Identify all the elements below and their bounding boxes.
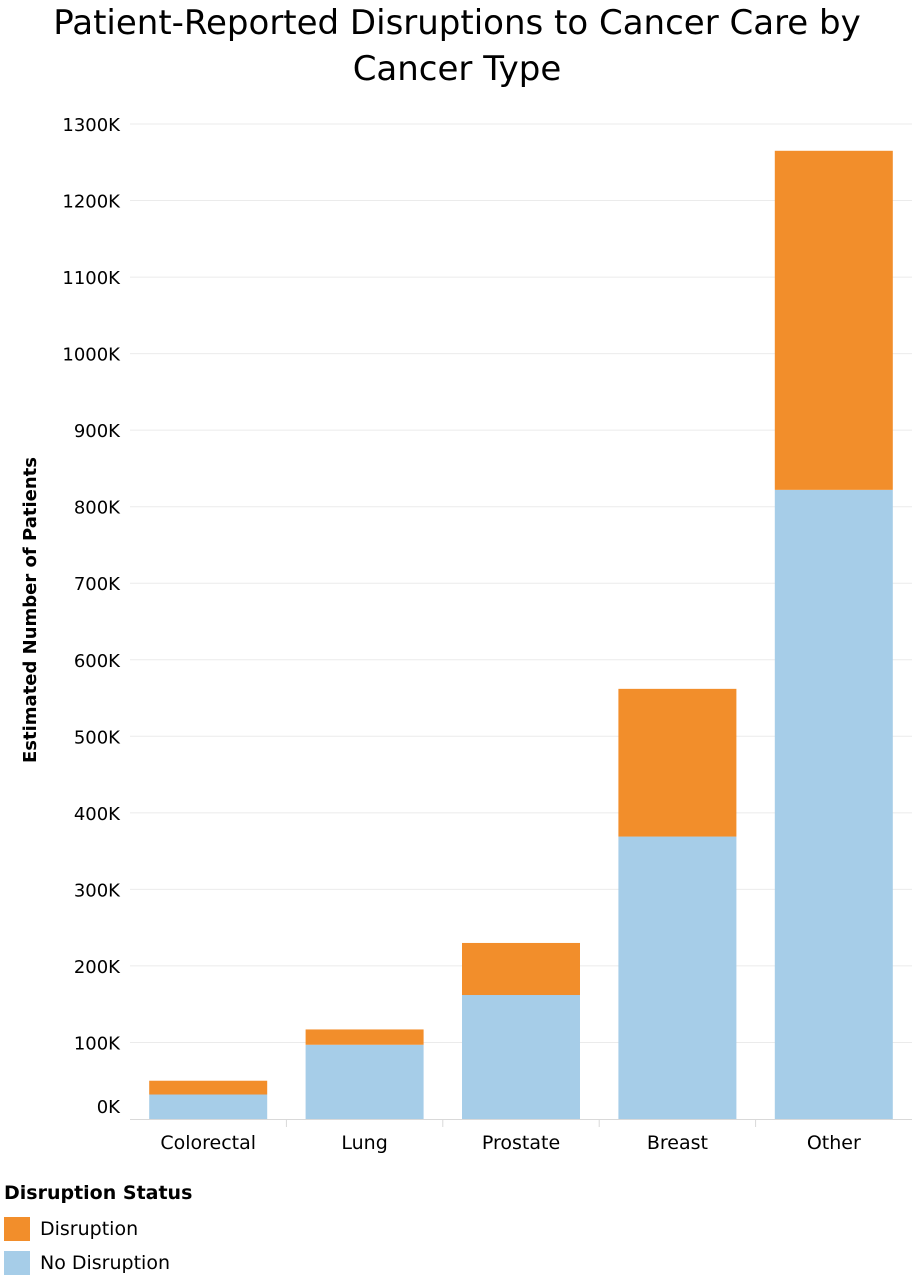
y-tick-label: 100K xyxy=(74,1033,121,1054)
y-tick-label: 500K xyxy=(74,727,121,748)
y-tick-label: 900K xyxy=(74,421,121,442)
bar-no-disruption-other[interactable] xyxy=(774,489,893,1119)
legend-title: Disruption Status xyxy=(4,1182,193,1204)
bar-no-disruption-breast[interactable] xyxy=(618,836,737,1119)
legend-item-disruption[interactable]: Disruption xyxy=(4,1212,192,1246)
chart-title: Patient-Reported Disruptions to Cancer C… xyxy=(53,3,861,89)
x-tick-label: Lung xyxy=(341,1132,387,1154)
y-tick-label: 0K xyxy=(97,1097,121,1118)
y-tick-label: 200K xyxy=(74,957,121,978)
y-tick-label: 1200K xyxy=(62,192,121,213)
bar-no-disruption-lung[interactable] xyxy=(305,1044,424,1119)
legend-label-disruption: Disruption xyxy=(40,1218,139,1240)
bar-no-disruption-colorectal[interactable] xyxy=(149,1094,268,1119)
x-tick-label: Colorectal xyxy=(160,1132,256,1154)
legend-swatch-disruption xyxy=(4,1217,30,1241)
y-tick-label: 1300K xyxy=(62,115,121,136)
bar-disruption-colorectal[interactable] xyxy=(149,1080,268,1095)
bar-no-disruption-prostate[interactable] xyxy=(462,995,580,1119)
legend-item-no-disruption[interactable]: No Disruption xyxy=(4,1246,192,1280)
axes: 0K 100K 200K 300K 400K 500K 600K 700K 800K 900K 10… xyxy=(62,115,912,1154)
y-axis-label: Estimated Number of Patients xyxy=(20,457,41,763)
legend: Disruption Status Disruption No Disrupti… xyxy=(4,1180,192,1280)
x-tick-label: Breast xyxy=(647,1132,708,1154)
y-tick-label: 1000K xyxy=(62,345,121,366)
bar-disruption-lung[interactable] xyxy=(305,1029,424,1045)
bar-disruption-other[interactable] xyxy=(774,150,893,490)
y-tick-label: 700K xyxy=(74,574,121,595)
legend-label-no-disruption: No Disruption xyxy=(40,1252,170,1274)
y-tick-label: 1100K xyxy=(62,268,121,289)
y-tick-label: 300K xyxy=(74,880,121,901)
legend-swatch-no-disruption xyxy=(4,1251,30,1275)
y-tick-label: 800K xyxy=(74,498,121,519)
bar-disruption-breast[interactable] xyxy=(618,688,737,837)
y-tick-label: 400K xyxy=(74,804,121,825)
bar-disruption-prostate[interactable] xyxy=(462,942,580,996)
bars xyxy=(149,150,893,1119)
x-tick-label: Other xyxy=(807,1132,861,1154)
x-tick-label: Prostate xyxy=(482,1132,560,1154)
y-tick-label: 600K xyxy=(74,651,121,672)
